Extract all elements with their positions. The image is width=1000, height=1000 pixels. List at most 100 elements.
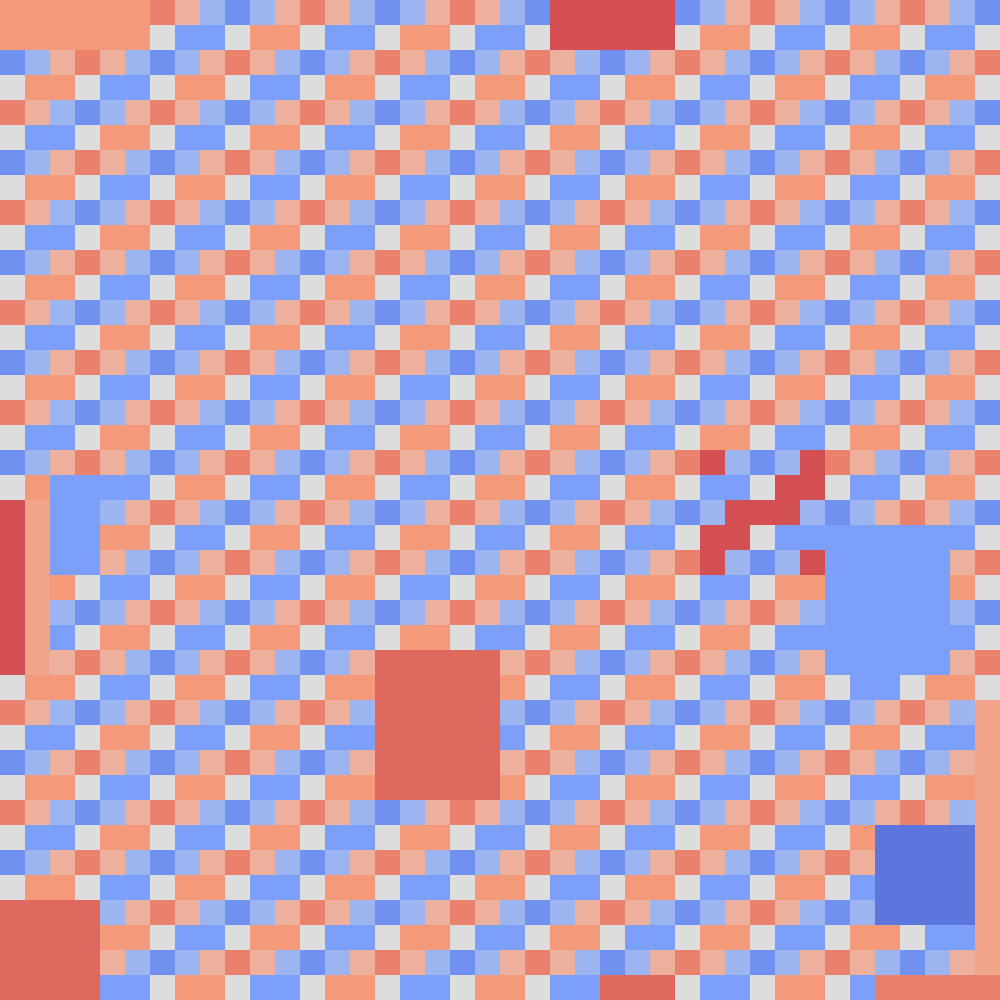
heatmap-cell	[100, 300, 125, 325]
heatmap-cell	[600, 700, 625, 725]
heatmap-cell	[300, 550, 325, 575]
heatmap-cell	[875, 450, 900, 475]
heatmap-cell	[675, 350, 700, 375]
heatmap-cell	[825, 850, 850, 875]
heatmap-cell	[425, 400, 450, 425]
heatmap-cell	[725, 675, 750, 700]
heatmap-cell	[675, 325, 700, 350]
heatmap-cell	[500, 625, 525, 650]
heatmap-cell	[925, 850, 950, 875]
heatmap-cell	[425, 775, 450, 800]
heatmap-cell	[750, 50, 775, 75]
heatmap-cell	[50, 525, 75, 550]
heatmap-cell	[725, 775, 750, 800]
heatmap-cell	[325, 275, 350, 300]
heatmap-cell	[325, 400, 350, 425]
heatmap-cell	[300, 350, 325, 375]
heatmap-cell	[225, 525, 250, 550]
heatmap-cell	[650, 500, 675, 525]
heatmap-cell	[75, 425, 100, 450]
heatmap-cell	[925, 750, 950, 775]
heatmap-cell	[850, 575, 875, 600]
heatmap-cell	[925, 150, 950, 175]
heatmap-cell	[850, 550, 875, 575]
heatmap-cell	[725, 275, 750, 300]
heatmap-cell	[800, 975, 825, 1000]
heatmap-cell	[150, 150, 175, 175]
heatmap-cell	[325, 575, 350, 600]
heatmap-cell	[600, 275, 625, 300]
heatmap-cell	[300, 675, 325, 700]
heatmap-cell	[25, 450, 50, 475]
heatmap-cell	[475, 675, 500, 700]
heatmap-cell	[975, 250, 1000, 275]
heatmap-cell	[275, 900, 300, 925]
heatmap-cell	[900, 400, 925, 425]
heatmap-cell	[450, 150, 475, 175]
heatmap-cell	[200, 550, 225, 575]
heatmap-cell	[525, 0, 550, 25]
heatmap-cell	[400, 325, 425, 350]
heatmap-cell	[75, 825, 100, 850]
heatmap-cell	[425, 875, 450, 900]
heatmap-cell	[875, 750, 900, 775]
heatmap-cell	[575, 575, 600, 600]
heatmap-cell	[225, 800, 250, 825]
heatmap-cell	[300, 225, 325, 250]
heatmap-cell	[625, 400, 650, 425]
heatmap-cell	[725, 75, 750, 100]
heatmap-cell	[500, 425, 525, 450]
heatmap-cell	[50, 75, 75, 100]
heatmap-cell	[200, 0, 225, 25]
heatmap-cell	[700, 900, 725, 925]
heatmap-cell	[725, 400, 750, 425]
heatmap-cell	[500, 550, 525, 575]
heatmap-cell	[275, 400, 300, 425]
heatmap-cell	[50, 50, 75, 75]
heatmap-cell	[575, 500, 600, 525]
heatmap-cell	[275, 125, 300, 150]
heatmap-cell	[600, 525, 625, 550]
heatmap-cell	[775, 50, 800, 75]
heatmap-cell	[175, 350, 200, 375]
heatmap-cell	[825, 425, 850, 450]
heatmap-cell	[250, 75, 275, 100]
heatmap-cell	[825, 475, 850, 500]
heatmap-cell	[75, 0, 100, 25]
heatmap-cell	[750, 350, 775, 375]
heatmap-cell	[0, 200, 25, 225]
heatmap-cell	[50, 600, 75, 625]
heatmap-cell	[500, 325, 525, 350]
heatmap-cell	[175, 925, 200, 950]
heatmap-cell	[125, 250, 150, 275]
heatmap-cell	[625, 50, 650, 75]
heatmap-cell	[875, 700, 900, 725]
heatmap-cell	[375, 550, 400, 575]
heatmap-cell	[675, 675, 700, 700]
heatmap-cell	[25, 400, 50, 425]
heatmap-cell	[650, 450, 675, 475]
heatmap-cell	[25, 750, 50, 775]
heatmap-cell	[950, 50, 975, 75]
heatmap-cell	[975, 975, 1000, 1000]
heatmap-cell	[75, 300, 100, 325]
heatmap-cell	[450, 200, 475, 225]
heatmap-cell	[475, 700, 500, 725]
heatmap-cell	[250, 50, 275, 75]
heatmap-cell	[850, 500, 875, 525]
heatmap-cell	[300, 475, 325, 500]
heatmap-cell	[200, 450, 225, 475]
heatmap-cell	[925, 275, 950, 300]
heatmap-cell	[575, 450, 600, 475]
heatmap-cell	[875, 850, 900, 875]
heatmap-cell	[550, 850, 575, 875]
heatmap-cell	[375, 775, 400, 800]
heatmap-cell	[300, 850, 325, 875]
heatmap-cell	[75, 175, 100, 200]
heatmap-cell	[50, 400, 75, 425]
heatmap-cell	[225, 0, 250, 25]
heatmap-cell	[350, 0, 375, 25]
heatmap-cell	[850, 150, 875, 175]
heatmap-cell	[700, 825, 725, 850]
heatmap-cell	[675, 700, 700, 725]
